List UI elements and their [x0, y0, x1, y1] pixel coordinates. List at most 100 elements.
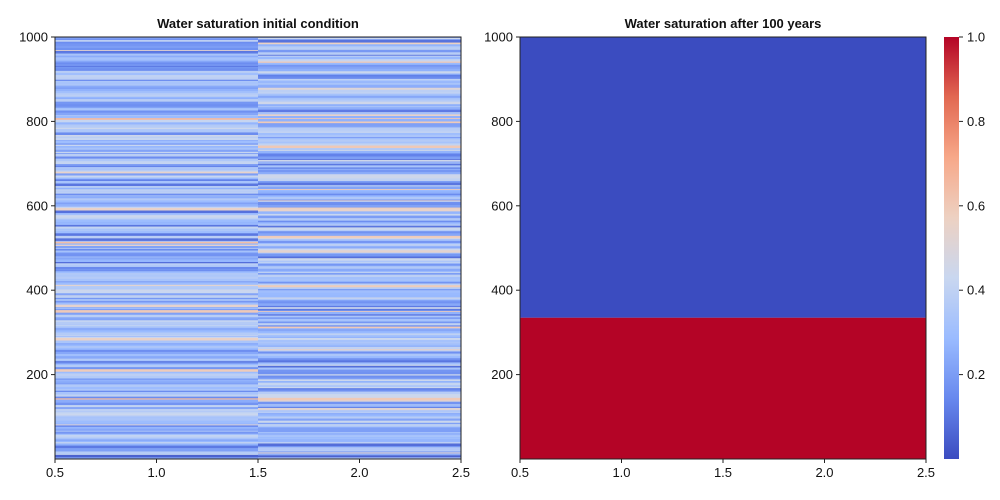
heatmap-band	[258, 280, 461, 282]
heatmap-band	[55, 325, 258, 328]
heatmap-band	[55, 177, 258, 180]
heatmap-band	[258, 409, 461, 413]
heatmap-band	[258, 63, 461, 65]
colorbar: 0.2 0.4 0.6 0.8 1.0	[944, 30, 985, 459]
heatmap-band	[55, 382, 258, 385]
heatmap-band	[258, 284, 461, 288]
heatmap-band	[55, 379, 258, 382]
heatmap-band	[55, 450, 258, 455]
y-tick-label: 400	[491, 283, 513, 298]
heatmap-band	[258, 359, 461, 363]
heatmap-band	[55, 194, 258, 197]
heatmap-band	[55, 188, 258, 190]
heatmap-band	[55, 363, 258, 365]
heatmap-band	[55, 276, 258, 279]
heatmap-band	[258, 61, 461, 63]
y-tick-label: 600	[491, 198, 513, 213]
heatmap-band	[55, 139, 258, 141]
heatmap-band	[55, 81, 258, 85]
heatmap-band	[55, 430, 258, 432]
heatmap-region	[520, 37, 926, 318]
heatmap-band	[258, 200, 461, 203]
heatmap-band	[55, 351, 258, 354]
heatmap-band	[55, 319, 258, 322]
heatmap-band	[258, 446, 461, 449]
heatmap-band	[258, 274, 461, 278]
heatmap-band	[55, 128, 258, 132]
heatmap-band	[258, 47, 461, 49]
heatmap-band	[258, 149, 461, 152]
heatmap-band	[258, 43, 461, 46]
heatmap-band	[258, 38, 461, 41]
heatmap-band	[258, 122, 461, 126]
heatmap-band	[258, 311, 461, 315]
heatmap-band	[55, 388, 258, 391]
heatmap-band	[258, 296, 461, 299]
heatmap-band	[55, 45, 258, 49]
heatmap-band	[55, 411, 258, 414]
heatmap-band	[258, 289, 461, 293]
heatmap-band	[55, 439, 258, 441]
heatmap-band	[258, 330, 461, 334]
heatmap-band	[55, 321, 258, 325]
heatmap-band	[258, 51, 461, 55]
heatmap-band	[55, 153, 258, 157]
heatmap-band	[55, 125, 258, 128]
heatmap-band	[55, 156, 258, 159]
heatmap-band	[55, 64, 258, 66]
heatmap-band	[258, 453, 461, 456]
heatmap-band	[55, 300, 258, 303]
heatmap-band	[258, 434, 461, 436]
heatmap-band	[55, 342, 258, 345]
heatmap-band	[55, 248, 258, 251]
x-tick-label: 1.0	[147, 465, 165, 480]
heatmap-band	[55, 108, 258, 111]
heatmap-band	[258, 97, 461, 100]
heatmap-band	[55, 197, 258, 201]
heatmap-band	[55, 437, 258, 440]
heatmap-band	[258, 442, 461, 446]
heatmap-band	[258, 207, 461, 209]
heatmap-band	[55, 187, 258, 189]
heatmap-band	[55, 171, 258, 174]
heatmap-band	[258, 48, 461, 50]
heatmap-band	[258, 411, 461, 414]
heatmap-band	[258, 364, 461, 366]
heatmap-band	[258, 302, 461, 306]
heatmap-band	[258, 49, 461, 52]
heatmap-band	[258, 346, 461, 350]
heatmap-band	[258, 164, 461, 167]
heatmap-band	[55, 240, 258, 242]
heatmap-band	[258, 74, 461, 77]
heatmap-band	[55, 261, 258, 264]
heatmap-band	[258, 182, 461, 185]
heatmap-band	[55, 371, 258, 374]
heatmap-band	[258, 103, 461, 107]
heatmap-band	[55, 314, 258, 318]
heatmap-band	[55, 288, 258, 292]
heatmap-band	[258, 391, 461, 395]
x-tick-label: 2.5	[917, 465, 935, 480]
heatmap-band	[55, 123, 258, 126]
heatmap-band	[258, 406, 461, 409]
heatmap-band	[258, 416, 461, 419]
heatmap-band	[258, 183, 461, 186]
panel-initial-condition: Water saturation initial condition 0.5 1.…	[19, 16, 470, 480]
heatmap-band	[258, 70, 461, 73]
heatmap-band	[55, 98, 258, 102]
heatmap-band	[55, 401, 258, 403]
heatmap-band	[258, 288, 461, 291]
heatmap-band	[55, 151, 258, 154]
heatmap-band	[258, 159, 461, 162]
heatmap-band	[55, 199, 258, 203]
heatmap-band	[55, 114, 258, 116]
heatmap-band	[55, 235, 258, 239]
heatmap-band	[55, 232, 258, 236]
heatmap-band	[258, 313, 461, 316]
heatmap-band	[55, 390, 258, 392]
heatmap-band	[55, 79, 258, 81]
heatmap-band	[258, 177, 461, 179]
heatmap-band	[55, 217, 258, 220]
heatmap-band	[55, 97, 258, 100]
heatmap-band	[55, 41, 258, 44]
